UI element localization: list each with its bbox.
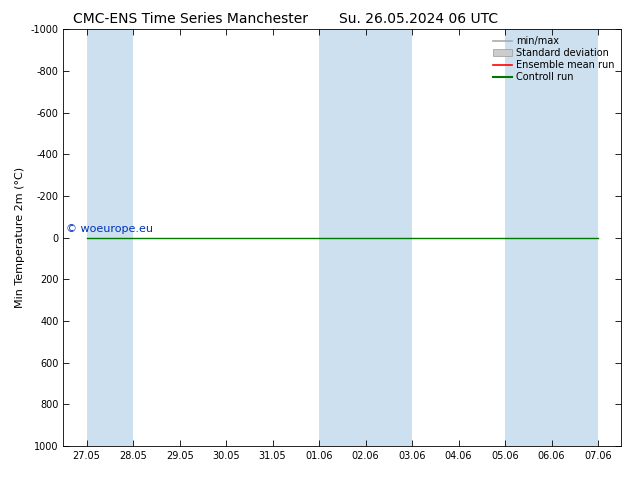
Bar: [87, 29, 133, 446]
Text: Su. 26.05.2024 06 UTC: Su. 26.05.2024 06 UTC: [339, 12, 498, 26]
Bar: [319, 29, 412, 446]
Y-axis label: Min Temperature 2m (°C): Min Temperature 2m (°C): [15, 167, 25, 308]
Legend: min/max, Standard deviation, Ensemble mean run, Controll run: min/max, Standard deviation, Ensemble me…: [491, 34, 616, 84]
Bar: [505, 29, 598, 446]
Text: © woeurope.eu: © woeurope.eu: [66, 224, 153, 234]
Text: CMC-ENS Time Series Manchester: CMC-ENS Time Series Manchester: [73, 12, 307, 26]
